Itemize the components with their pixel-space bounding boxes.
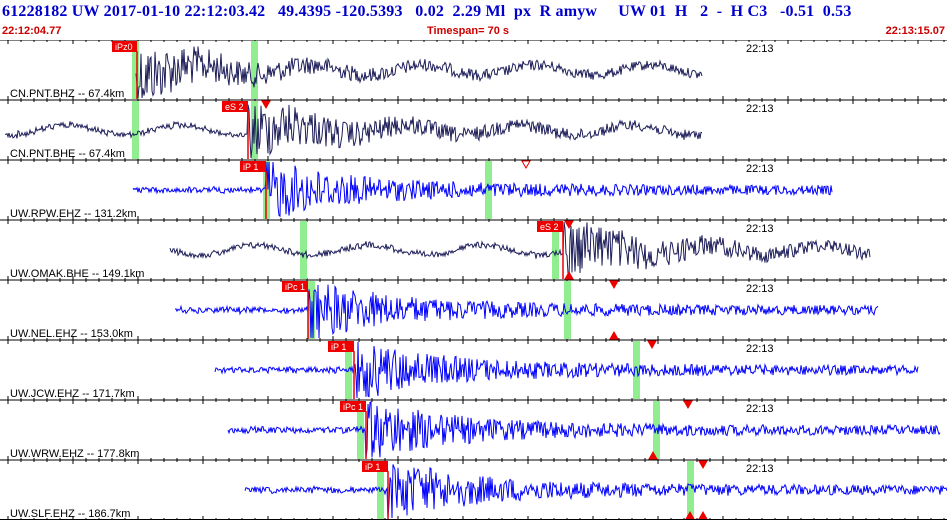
theoretical-arrival-band <box>653 401 660 459</box>
waveform-trace[interactable] <box>169 221 871 279</box>
phase-pick-label: eS 2 <box>540 222 559 232</box>
triangle-up-icon <box>648 450 658 460</box>
station-label: UW.OMAK.BHE -- 149.1km <box>10 268 144 280</box>
trace-time-label: 22:13 <box>746 403 774 415</box>
station-label: UW.WRW.EHZ -- 177.8km <box>10 448 139 460</box>
station-label: CN.PNT.BHZ -- 67.4km <box>10 88 124 100</box>
station-label: UW.NEL.EHZ -- 153.0km <box>10 328 133 340</box>
event-summary-title: 61228182 UW 2017-01-10 22:12:03.42 49.43… <box>2 3 852 20</box>
phase-pick-box[interactable] <box>328 341 354 352</box>
phase-pick-box[interactable] <box>362 461 388 472</box>
triangle-down-icon <box>609 280 619 290</box>
seismogram-panel[interactable]: iPz0 22:13 CN.PNT.BHZ -- 67.4km eS 2 22:13 CN… <box>0 40 947 520</box>
triangle-down-icon <box>564 220 574 230</box>
theoretical-arrival-band <box>132 41 139 99</box>
window-start-time: 22:12:04.77 <box>2 25 62 37</box>
trace-time-label: 22:13 <box>746 163 774 175</box>
triangle-down-icon <box>647 340 657 350</box>
triangle-up-icon <box>564 270 574 280</box>
waveform-trace[interactable] <box>4 104 703 159</box>
phase-pick-label: eS 2 <box>225 102 244 112</box>
trace-time-label: 22:13 <box>746 103 774 115</box>
window-end-time: 22:13:15.07 <box>885 25 945 37</box>
phase-pick-box[interactable] <box>340 401 366 412</box>
phase-pick-box[interactable] <box>282 281 308 292</box>
triangle-up-icon <box>698 510 708 520</box>
waveform-trace[interactable] <box>174 284 879 339</box>
theoretical-arrival-band <box>377 461 384 519</box>
phase-pick-label: iP 1 <box>365 462 380 472</box>
triangle-down-icon <box>261 100 271 110</box>
trace-time-label: 22:13 <box>746 463 774 475</box>
timespan-label: Timespan= 70 s <box>427 25 510 37</box>
phase-pick-box[interactable] <box>222 101 248 112</box>
theoretical-arrival-band <box>132 101 139 159</box>
phase-pick-label: iPc 1 <box>285 282 305 292</box>
theoretical-arrival-band <box>251 41 258 99</box>
waveform-trace[interactable] <box>135 46 703 99</box>
station-label: CN.PNT.BHE -- 67.4km <box>10 148 125 160</box>
triangle-down-icon <box>698 460 708 470</box>
trace-time-label: 22:13 <box>746 343 774 355</box>
waveform-trace[interactable] <box>227 401 941 459</box>
station-label: UW.SLF.EHZ -- 186.7km <box>10 508 130 520</box>
phase-pick-box[interactable] <box>240 161 266 172</box>
triangle-down-icon <box>683 400 693 410</box>
theoretical-arrival-band <box>300 221 307 279</box>
theoretical-arrival-band <box>687 461 694 519</box>
theoretical-arrival-band <box>564 281 571 339</box>
phase-pick-box[interactable] <box>112 41 137 52</box>
phase-pick-label: iP 1 <box>331 342 346 352</box>
theoretical-arrival-band <box>357 401 364 459</box>
station-label: UW.RPW.EHZ -- 131.2km <box>10 208 137 220</box>
theoretical-arrival-band <box>552 221 559 279</box>
triangle-down-icon <box>521 160 531 170</box>
triangle-up-icon <box>609 330 619 340</box>
theoretical-arrival-band <box>633 341 640 399</box>
phase-pick-label: iPc 1 <box>343 402 363 412</box>
phase-pick-label: iP 1 <box>243 162 258 172</box>
trace-time-label: 22:13 <box>746 283 774 295</box>
phase-pick-box[interactable] <box>537 221 563 232</box>
phase-pick-label: iPz0 <box>115 42 133 52</box>
trace-time-label: 22:13 <box>746 43 774 55</box>
trace-time-label: 22:13 <box>746 223 774 235</box>
station-label: UW.JCW.EHZ -- 171.7km <box>10 388 135 400</box>
waveform-trace[interactable] <box>132 161 833 218</box>
event-header: 61228182 UW 2017-01-10 22:12:03.42 49.43… <box>0 0 947 40</box>
waveform-trace[interactable] <box>214 341 919 399</box>
waveform-trace[interactable] <box>244 464 947 519</box>
